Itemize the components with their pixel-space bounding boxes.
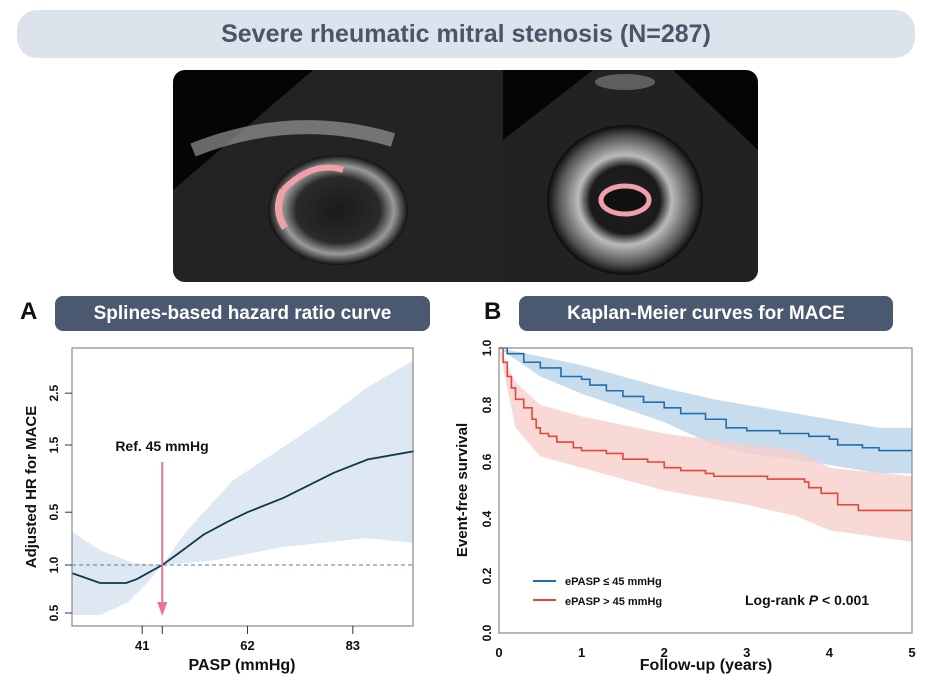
echocardiogram-illustration	[173, 70, 758, 282]
panel-b-heading: Kaplan-Meier curves for MACE	[519, 296, 893, 331]
km-curve-high-pasp	[499, 347, 912, 512]
panel-a-heading: Splines-based hazard ratio curve	[55, 296, 430, 331]
x-tick-label: 4	[826, 645, 834, 660]
spline-hr-chart: Adjusted HR for MACE PASP (mmHg) Ref. 45…	[23, 347, 415, 674]
x-tick-label: 83	[346, 638, 360, 653]
echocardiogram-images	[173, 70, 758, 282]
x-axis-label: Follow-up (years)	[640, 657, 772, 674]
y-tick-label: 0.5	[47, 504, 61, 521]
panel-b-letter: B	[484, 298, 502, 325]
y-tick-label: 0.2	[480, 567, 494, 584]
y-tick-label: 0.0	[480, 624, 494, 641]
legend-label-red: ePASP > 45 mmHg	[565, 596, 662, 608]
y-tick-label: 0.8	[480, 396, 494, 413]
y-tick-label: 0.5	[47, 604, 61, 621]
kaplan-meier-chart: Event-free survival Follow-up (years) Lo…	[454, 339, 916, 674]
y-tick-label: 1.0	[480, 339, 494, 356]
x-tick-label: 3	[743, 645, 750, 660]
y-axis-label: Adjusted HR for MACE	[23, 406, 40, 569]
x-tick-label: 41	[135, 638, 149, 653]
y-tick-label: 0.6	[480, 453, 494, 470]
plot-frame	[71, 347, 414, 627]
confidence-band	[72, 360, 413, 615]
confidence-band-low-pasp	[499, 348, 912, 474]
panel-a-letter: A	[20, 298, 38, 325]
x-tick-label: 5	[908, 645, 915, 660]
reference-label: Ref. 45 mmHg	[115, 438, 208, 454]
logrank-annotation: Log-rank P < 0.001	[745, 592, 869, 608]
km-curve-low-pasp	[499, 347, 912, 452]
hr-curve	[71, 450, 415, 584]
y-axis-label: Event-free survival	[454, 423, 471, 557]
x-tick-label: 62	[240, 638, 254, 653]
y-tick-label: 1.0	[47, 556, 61, 573]
reference-arrow-head	[157, 602, 168, 616]
y-tick-label: 1.5	[47, 436, 61, 453]
y-tick-label: 0.4	[480, 510, 494, 527]
figure-title: Severe rheumatic mitral stenosis (N=287)	[17, 10, 915, 58]
x-tick-label: 2	[661, 645, 668, 660]
x-tick-label: 0	[495, 645, 502, 660]
y-tick-label: 2.5	[47, 384, 61, 401]
x-axis-label: PASP (mmHg)	[189, 657, 296, 674]
confidence-band-high-pasp	[499, 348, 912, 542]
plot-frame	[498, 347, 913, 634]
legend-label-blue: ePASP ≤ 45 mmHg	[565, 576, 662, 588]
x-tick-label: 1	[578, 645, 585, 660]
